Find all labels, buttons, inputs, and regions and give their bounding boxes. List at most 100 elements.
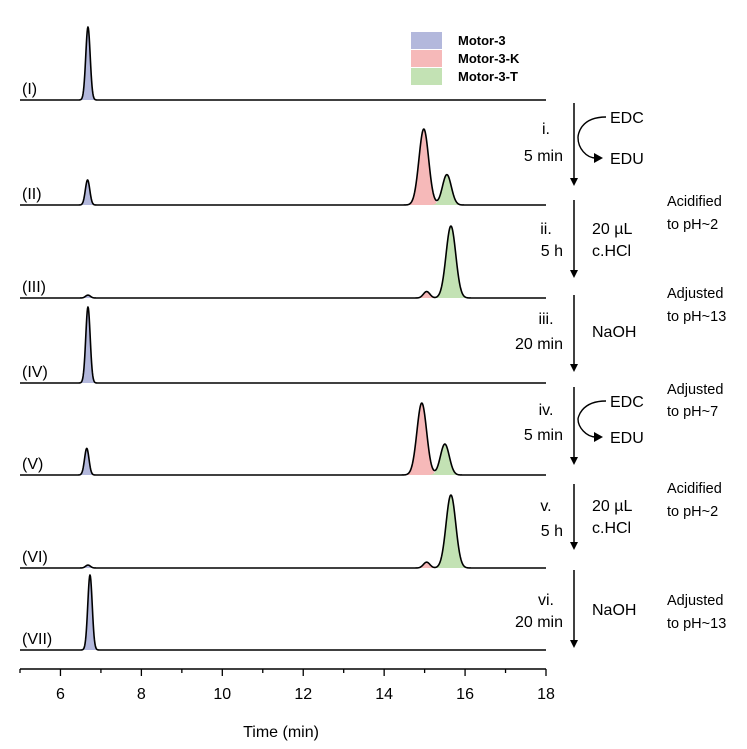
legend-swatch	[411, 32, 442, 49]
step-arrow-head	[570, 364, 578, 372]
step-time: 5 min	[524, 148, 563, 165]
step-time: 20 min	[515, 336, 563, 353]
trace-label: (IV)	[22, 364, 48, 381]
step-3: iii. 20 min NaOH Adjusted to pH~13	[515, 286, 726, 372]
legend-swatch	[411, 68, 442, 85]
reagent-text: 20 µL	[592, 221, 632, 238]
step-arrow-head	[570, 178, 578, 186]
peak-motor-3-k	[404, 129, 444, 205]
peak-motor-3-k	[413, 562, 440, 568]
step-time: 5 h	[541, 243, 563, 260]
reagent-cycle-arrowhead	[594, 432, 603, 442]
peak-motor-3	[81, 575, 99, 650]
step-2: ii. 5 h 20 µL c.HCl Acidified to pH~2	[540, 194, 722, 278]
step-number: v.	[540, 498, 551, 515]
reagent-text: c.HCl	[592, 243, 631, 260]
step-time: 5 min	[524, 427, 563, 444]
trace-4: (IV)	[19, 306, 547, 384]
step-arrow-head	[570, 270, 578, 278]
reagent-text: c.HCl	[592, 520, 631, 537]
reagent-out: EDU	[610, 430, 644, 447]
x-tick-label: 12	[294, 686, 312, 703]
step-note: to pH~13	[667, 616, 726, 632]
peak-motor-3-t	[431, 226, 471, 298]
x-tick-label: 18	[537, 686, 555, 703]
reagent-cycle-arrowhead	[594, 153, 603, 163]
x-tick-label: 8	[137, 686, 146, 703]
trace-label: (VII)	[22, 631, 52, 648]
trace-line	[19, 26, 547, 101]
step-note: to pH~2	[667, 217, 718, 233]
step-5: v. 5 h 20 µL c.HCl Acidified to pH~2	[540, 481, 722, 550]
reagent-cycle-arc	[577, 400, 607, 438]
trace-line	[19, 128, 547, 206]
peak-motor-3	[79, 307, 97, 383]
trace-3: (III)	[19, 225, 547, 299]
reagent-out: EDU	[610, 151, 644, 168]
step-note: to pH~2	[667, 504, 718, 520]
reagent-text: 20 µL	[592, 498, 632, 515]
legend-swatch	[411, 50, 442, 67]
x-tick-label: 16	[456, 686, 474, 703]
legend-label: Motor-3-K	[458, 51, 520, 66]
step-arrow-head	[570, 640, 578, 648]
trace-line	[19, 225, 547, 299]
peak-motor-3	[78, 565, 98, 568]
step-number: vi.	[538, 592, 554, 609]
step-time: 5 h	[541, 523, 563, 540]
trace-7: (VII)	[19, 574, 547, 651]
step-arrow-head	[570, 542, 578, 550]
trace-label: (V)	[22, 456, 43, 473]
peak-motor-3	[77, 448, 96, 475]
trace-5: (V)	[19, 402, 547, 476]
step-note: Adjusted	[667, 382, 723, 398]
reagent-in: EDC	[610, 394, 644, 411]
trace-line	[19, 306, 547, 384]
step-time: 20 min	[515, 614, 563, 631]
legend-label: Motor-3	[458, 33, 506, 48]
peak-motor-3-t	[429, 174, 465, 205]
step-note: to pH~13	[667, 309, 726, 325]
step-note: Adjusted	[667, 286, 723, 302]
peak-motor-3-k	[402, 403, 442, 475]
trace-label: (III)	[22, 279, 46, 296]
reagent-text: NaOH	[592, 324, 636, 341]
peak-motor-3-t	[431, 495, 471, 568]
step-note: Acidified	[667, 194, 722, 210]
trace-1: (I)	[19, 26, 547, 101]
legend: Motor-3 Motor-3-K Motor-3-T	[411, 32, 520, 85]
trace-2: (II)	[19, 128, 547, 206]
trace-line	[19, 574, 547, 651]
step-6: vi. 20 min NaOH Adjusted to pH~13	[515, 570, 726, 648]
reagent-in: EDC	[610, 110, 644, 127]
reaction-steps: i. 5 min EDC EDU ii. 5 h 20 µL c.HCl Acidified to…	[515, 103, 726, 648]
trace-label: (VI)	[22, 549, 48, 566]
reagent-cycle-arc	[577, 116, 607, 159]
peak-motor-3	[78, 179, 97, 205]
peak-motor-3	[78, 295, 98, 298]
reagent-text: NaOH	[592, 602, 636, 619]
legend-label: Motor-3-T	[458, 69, 518, 84]
trace-label: (I)	[22, 81, 37, 98]
step-note: to pH~7	[667, 404, 718, 420]
step-number: iii.	[538, 311, 553, 328]
trace-label: (II)	[22, 186, 42, 203]
step-number: i.	[542, 121, 550, 138]
peak-motor-3-t	[427, 444, 463, 475]
peak-motor-3	[79, 27, 97, 100]
trace-6: (VI)	[19, 494, 547, 569]
step-4: iv. 5 min EDC EDU Adjusted to pH~7	[524, 382, 723, 465]
trace-line	[19, 494, 547, 569]
step-1: i. 5 min EDC EDU	[524, 103, 644, 186]
step-number: ii.	[540, 221, 552, 238]
x-tick-label: 10	[213, 686, 231, 703]
x-axis-label: Time (min)	[243, 724, 319, 741]
x-axis: 6 8 10 12 14 16 18	[19, 668, 555, 703]
step-note: Acidified	[667, 481, 722, 497]
step-number: iv.	[539, 402, 554, 419]
step-note: Adjusted	[667, 593, 723, 609]
chromatogram-traces: (I) (II) (III) (IV) (V) (VI) (VII)	[19, 26, 547, 651]
x-tick-label: 14	[375, 686, 393, 703]
trace-line	[19, 402, 547, 476]
